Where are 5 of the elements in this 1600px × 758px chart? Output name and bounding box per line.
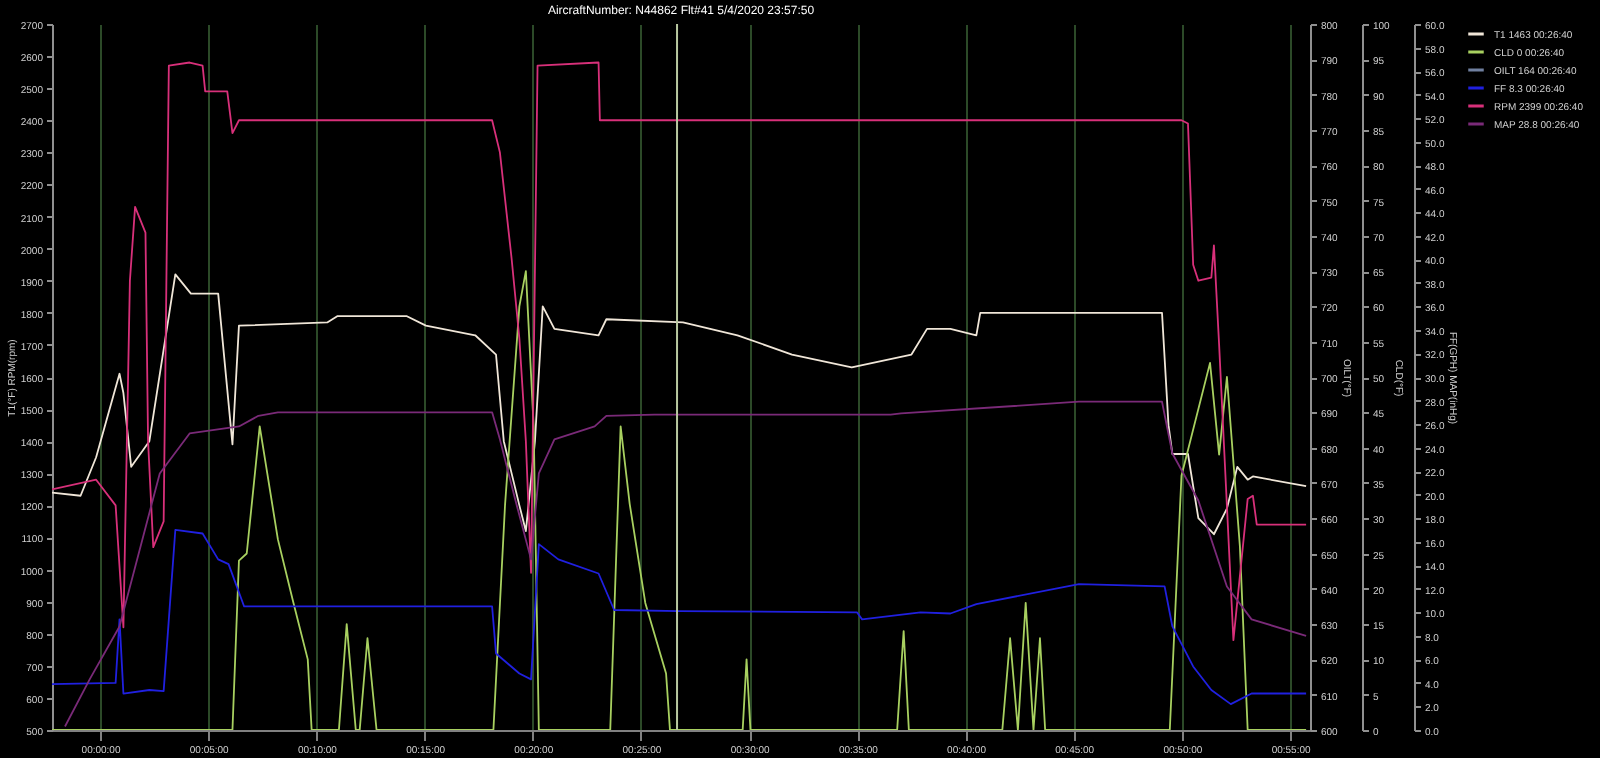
- line-series: [52, 61, 1308, 642]
- line-series: [64, 400, 1308, 728]
- line-series: [52, 273, 1308, 536]
- line-series: [52, 529, 1308, 706]
- line-series: [52, 270, 1308, 730]
